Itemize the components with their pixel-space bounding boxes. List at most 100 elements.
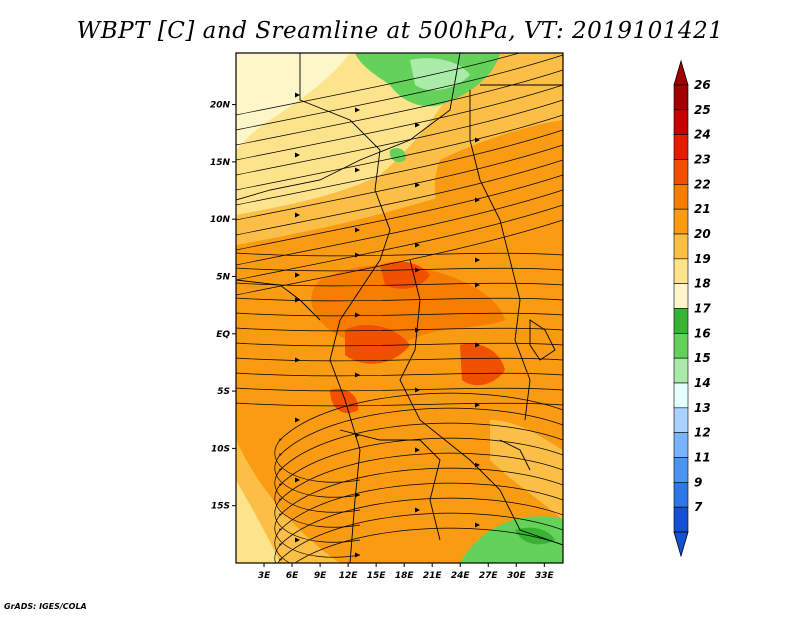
colorbar-label: 26 [694, 78, 711, 92]
streamline [236, 312, 563, 317]
colorbar-swatch [673, 382, 689, 409]
streamline-arrow [475, 137, 480, 143]
streamline [236, 99, 563, 176]
streamline [236, 53, 521, 116]
lon-tick-label: 15E [367, 571, 387, 581]
streamline-arrow [475, 257, 480, 263]
streamline [236, 327, 563, 332]
streamline-arrow [415, 267, 420, 273]
colorbar-swatch [673, 208, 689, 235]
streamline-arrow [475, 342, 480, 348]
lon-tick-label: 27E [479, 571, 499, 581]
colorbar-label: 7 [694, 500, 703, 514]
lon-tick-label: 30E [507, 571, 527, 581]
streamline-arrow [295, 477, 300, 483]
streamline [277, 512, 563, 563]
colorbar-swatch [673, 283, 689, 309]
streamline [274, 392, 563, 483]
streamline-arrow [295, 92, 300, 98]
lat-tick-label: 5S [217, 387, 230, 397]
lat-tick-label: EQ [216, 330, 230, 340]
colorbar-swatch [673, 233, 689, 260]
map-frame [235, 52, 564, 564]
colorbar-swatch [673, 109, 689, 135]
colorbar-label: 13 [694, 401, 711, 415]
colorbar-label: 12 [694, 426, 711, 440]
lat-tick-label: 15S [211, 502, 230, 512]
streamline-arrow [475, 402, 480, 408]
streamline [236, 267, 563, 272]
streamline [236, 84, 563, 161]
lat-tick-label: 5N [216, 272, 230, 282]
streamline [294, 527, 563, 563]
streamline [236, 297, 563, 302]
lon-tick-label: 12E [339, 571, 359, 581]
colorbar-swatch [673, 457, 689, 483]
colorbar-swatch [673, 84, 689, 111]
streamline-arrow [355, 167, 360, 173]
colorbar-label: 9 [694, 475, 702, 489]
streamline-arrow [295, 212, 300, 218]
streamline [274, 467, 563, 558]
lon-tick-label: 6E [286, 571, 299, 581]
streamline [274, 497, 563, 563]
streamline [236, 69, 563, 146]
streamline-arrow [355, 372, 360, 378]
streamline [236, 372, 563, 377]
colorbar-label: 16 [694, 326, 711, 340]
colorbar-swatch [673, 333, 689, 359]
streamline-arrow [415, 242, 420, 248]
streamline-arrow [355, 312, 360, 318]
colorbar-bottom-arrow [673, 531, 689, 558]
streamline-arrow [355, 107, 360, 113]
streamline-arrow [295, 152, 300, 158]
streamline [236, 357, 563, 362]
map-title: WBPT [C] and Sreamline at 500hPa, VT: 20… [76, 18, 724, 44]
streamline-arrow [295, 417, 300, 423]
streamline-arrow [295, 272, 300, 278]
streamline [236, 144, 563, 221]
streamline [236, 282, 563, 287]
streamline-arrow [475, 522, 480, 528]
streamline [274, 407, 563, 498]
streamline [236, 342, 563, 347]
colorbar-label: 22 [694, 177, 711, 191]
lat-tick-label: 15N [210, 158, 231, 168]
streamline-arrow [355, 227, 360, 233]
colorbar-label: 21 [694, 202, 711, 216]
colorbar-label: 19 [694, 252, 711, 266]
streamline [236, 174, 563, 251]
streamline [274, 437, 563, 528]
streamline [236, 129, 563, 206]
wbpt-field [236, 53, 563, 563]
streamline-arrow [295, 297, 300, 303]
colorbar-swatch [673, 184, 689, 210]
colorbar-label: 11 [694, 451, 711, 465]
colorbar-label: 14 [694, 376, 711, 390]
streamline-arrow [355, 252, 360, 258]
colorbar-label: 18 [694, 277, 711, 291]
streamline [274, 482, 563, 563]
colorbar-top-arrow [673, 59, 689, 86]
streamline [236, 387, 563, 392]
lat-tick-label: 10S [211, 444, 230, 454]
colorbar-swatch [673, 159, 689, 185]
streamline-arrow [415, 507, 420, 513]
colorbar-label: 25 [694, 103, 711, 117]
streamline-arrow [415, 327, 420, 333]
streamline-arrow [415, 182, 420, 188]
colorbar-label: 20 [694, 227, 711, 241]
colorbar-swatch [673, 258, 689, 284]
streamline [236, 402, 563, 407]
lon-tick-label: 9E [314, 571, 327, 581]
lat-tick-label: 10N [210, 215, 231, 225]
colorbar-swatch [673, 482, 689, 508]
lon-tick-label: 3E [258, 571, 271, 581]
lon-tick-label: 18E [395, 571, 415, 581]
streamline [236, 54, 563, 131]
colorbar-label: 24 [694, 128, 711, 142]
colorbar-label: 17 [694, 302, 711, 316]
colorbar-swatch [673, 134, 689, 160]
colorbar-swatch [673, 506, 689, 533]
